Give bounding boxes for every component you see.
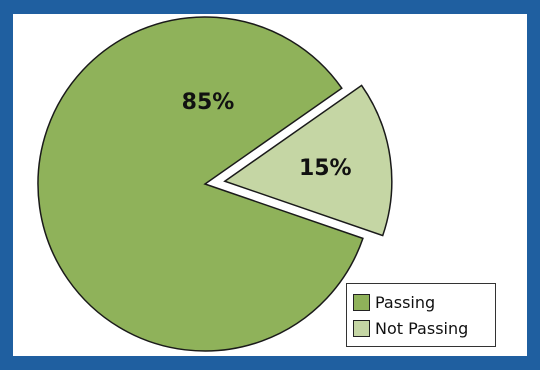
pie-slice-not-passing [223,84,393,237]
legend: Passing Not Passing [346,283,496,347]
pie-slice-passing [37,16,364,352]
legend-label-passing: Passing [375,292,436,312]
data-label-not-passing: 15% [299,156,352,181]
legend-label-not-passing: Not Passing [375,318,469,338]
legend-swatch-not-passing [353,319,370,337]
legend-item-not-passing: Not Passing [353,315,489,341]
data-label-passing: 85% [182,90,235,115]
chart-frame: 15% 85% Passing Not Passing [13,14,527,356]
legend-item-passing: Passing [353,289,489,315]
pie-chart: 15% 85% [37,16,393,352]
legend-swatch-passing [353,293,370,311]
